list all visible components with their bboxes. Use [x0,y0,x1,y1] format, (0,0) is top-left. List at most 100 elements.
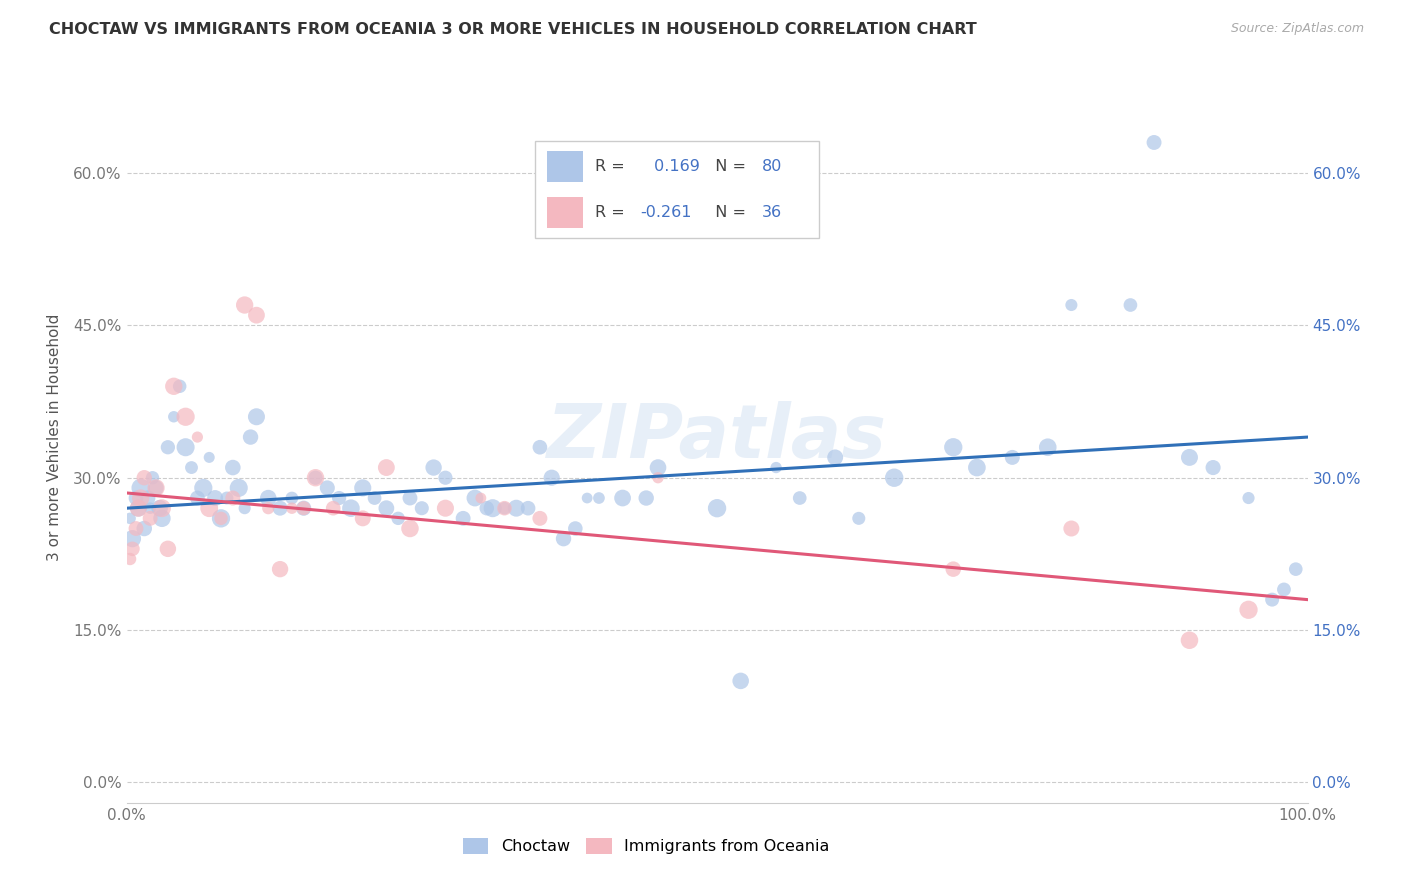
Text: ZIPatlas: ZIPatlas [547,401,887,474]
Point [209,511,232,525]
Point [375,460,398,475]
FancyBboxPatch shape [547,197,583,228]
Text: -0.261: -0.261 [640,205,692,220]
Point [505,501,527,516]
Point [352,511,374,525]
Point [163,409,186,424]
Point [399,521,422,535]
Point [1143,136,1166,150]
Point [494,501,516,516]
Point [422,460,444,475]
Text: R =: R = [595,159,630,174]
Text: Source: ZipAtlas.com: Source: ZipAtlas.com [1230,22,1364,36]
Point [120,511,142,525]
Point [269,562,291,576]
Point [1202,460,1225,475]
Text: 80: 80 [762,159,782,174]
Point [139,501,162,516]
Point [215,491,238,505]
Point [149,501,172,516]
Point [134,521,156,535]
Point [129,491,152,505]
Point [470,491,492,505]
Point [322,501,344,516]
Point [529,440,551,454]
Point [706,501,728,516]
Point [169,379,191,393]
Point [1237,491,1260,505]
Point [1119,298,1142,312]
Point [222,491,245,505]
Y-axis label: 3 or more Vehicles in Household: 3 or more Vehicles in Household [46,313,62,561]
FancyBboxPatch shape [547,151,583,182]
Point [647,471,669,485]
Point [529,511,551,525]
Point [375,501,398,516]
Point [411,501,433,516]
Point [145,481,167,495]
Point [129,481,152,495]
Point [228,481,250,495]
Point [451,511,474,525]
Point [588,491,610,505]
Point [209,511,232,525]
Point [647,460,669,475]
Point [942,440,965,454]
Point [233,501,256,516]
Point [464,491,486,505]
Point [121,532,143,546]
Point [304,471,326,485]
Point [292,501,315,516]
Point [127,501,149,516]
Point [156,541,179,556]
Point [387,511,409,525]
Point [257,491,280,505]
Point [222,460,245,475]
Point [883,471,905,485]
Point [553,532,575,546]
Point [730,673,752,688]
Point [180,460,202,475]
Point [1060,521,1083,535]
Point [198,501,221,516]
Point [494,501,516,516]
Point [125,521,148,535]
Point [127,501,149,516]
Point [198,450,221,465]
Point [434,471,457,485]
Point [120,552,142,566]
FancyBboxPatch shape [536,141,818,237]
Point [186,491,208,505]
Point [636,491,658,505]
Point [966,460,988,475]
Text: CHOCTAW VS IMMIGRANTS FROM OCEANIA 3 OR MORE VEHICLES IN HOUSEHOLD CORRELATION C: CHOCTAW VS IMMIGRANTS FROM OCEANIA 3 OR … [49,22,977,37]
Text: R =: R = [595,205,630,220]
Point [281,501,304,516]
Text: 0.169: 0.169 [648,159,700,174]
Point [204,491,226,505]
Point [145,481,167,495]
Point [245,308,267,322]
Point [1261,592,1284,607]
Point [156,440,179,454]
Point [1178,450,1201,465]
Text: 36: 36 [762,205,782,220]
Point [281,491,304,505]
Point [1237,603,1260,617]
Point [434,501,457,516]
Point [363,491,385,505]
Point [121,541,143,556]
Point [141,471,163,485]
Point [540,471,562,485]
Point [174,409,197,424]
Point [612,491,634,505]
Point [292,501,315,516]
Point [233,298,256,312]
Point [481,501,503,516]
Point [399,491,422,505]
Point [150,501,173,516]
Point [193,481,215,495]
Point [257,501,280,516]
Point [942,562,965,576]
Point [824,450,846,465]
